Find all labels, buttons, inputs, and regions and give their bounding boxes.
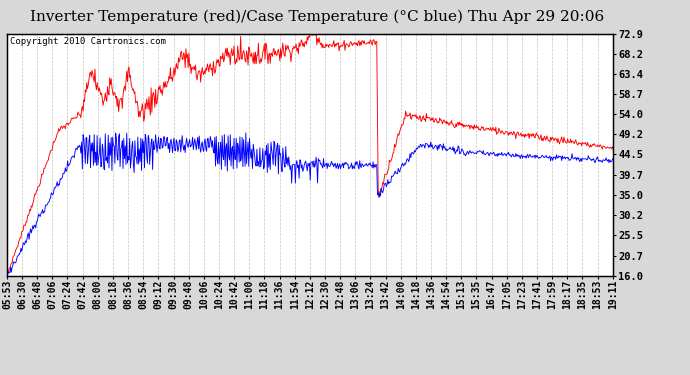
Text: Inverter Temperature (red)/Case Temperature (°C blue) Thu Apr 29 20:06: Inverter Temperature (red)/Case Temperat…: [30, 9, 604, 24]
Text: Copyright 2010 Cartronics.com: Copyright 2010 Cartronics.com: [10, 38, 166, 46]
